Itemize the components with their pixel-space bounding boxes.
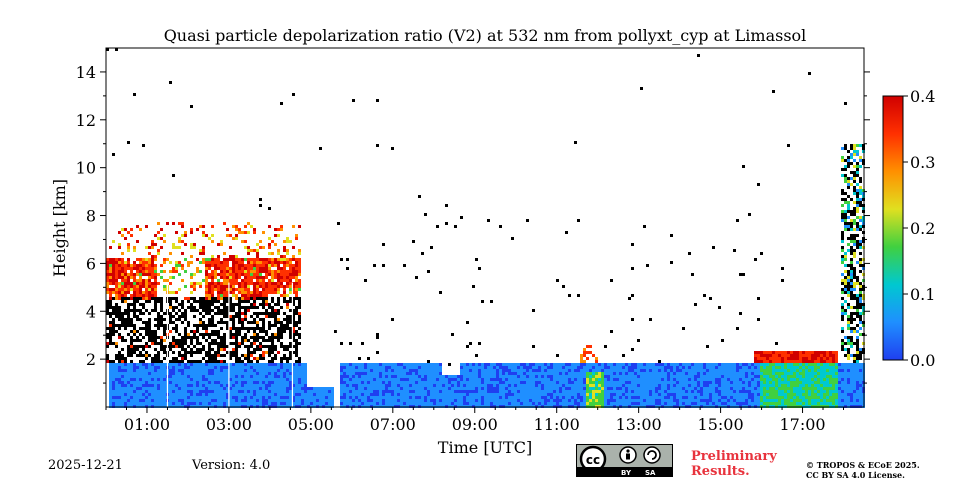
license-line1: © TROPOS & ECoE 2025. — [806, 460, 920, 470]
x-tick-label: 15:00 — [698, 415, 744, 434]
sa-icon — [643, 446, 661, 464]
preliminary-label: Preliminary Results. — [691, 449, 777, 479]
x-axis-label: Time [UTC] — [438, 438, 532, 457]
colorbar-tick-label: 0.0 — [910, 351, 935, 370]
plot-frame — [105, 47, 865, 408]
x-tick-label: 01:00 — [124, 415, 170, 434]
license-text: © TROPOS & ECoE 2025. CC BY SA 4.0 Licen… — [806, 460, 920, 480]
y-axis-label: Height [km] — [50, 179, 69, 277]
chart-title: Quasi particle depolarization ratio (V2)… — [164, 26, 807, 45]
y-tick-label: 12 — [76, 111, 96, 130]
cc-license-badge: cc BY SA — [576, 444, 673, 477]
license-line2: CC BY SA 4.0 License. — [806, 470, 905, 480]
colorbar-tick-label: 0.3 — [910, 153, 935, 172]
x-tick-label: 17:00 — [779, 415, 825, 434]
y-tick-label: 14 — [76, 63, 96, 82]
x-tick-label: 03:00 — [206, 415, 252, 434]
x-tick-label: 05:00 — [288, 415, 334, 434]
x-tick-label: 07:00 — [370, 415, 416, 434]
colorbar-tick-label: 0.4 — [910, 87, 935, 106]
colorbar-ticks: 0.0 0.1 0.2 0.3 0.4 — [903, 87, 935, 370]
footer-date: 2025-12-21 — [48, 458, 123, 473]
y-tick-label: 10 — [76, 159, 96, 178]
footer-version: Version: 4.0 — [192, 458, 271, 473]
x-tick-label: 11:00 — [534, 415, 580, 434]
colorbar — [882, 95, 904, 361]
y-tick-label: 4 — [86, 302, 96, 321]
colorbar-tick-label: 0.1 — [910, 285, 935, 304]
x-tick-label: 13:00 — [616, 415, 662, 434]
y-tick-label: 6 — [86, 254, 96, 273]
badge-by-label: BY — [621, 469, 632, 477]
x-axis: 01:00 03:00 05:00 07:00 09:00 11:00 13:00 15:00… — [105, 407, 845, 434]
y-tick-label: 8 — [86, 207, 96, 226]
preliminary-line1: Preliminary — [691, 449, 777, 464]
heatmap-layer — [106, 48, 865, 408]
colorbar-tick-label: 0.2 — [910, 219, 935, 238]
preliminary-line2: Results. — [691, 464, 750, 479]
y-tick-label: 2 — [86, 350, 96, 369]
badge-sa-label: SA — [645, 469, 656, 477]
y-axis: 2 4 6 8 10 12 14 — [76, 63, 870, 384]
x-tick-label: 09:00 — [452, 415, 498, 434]
